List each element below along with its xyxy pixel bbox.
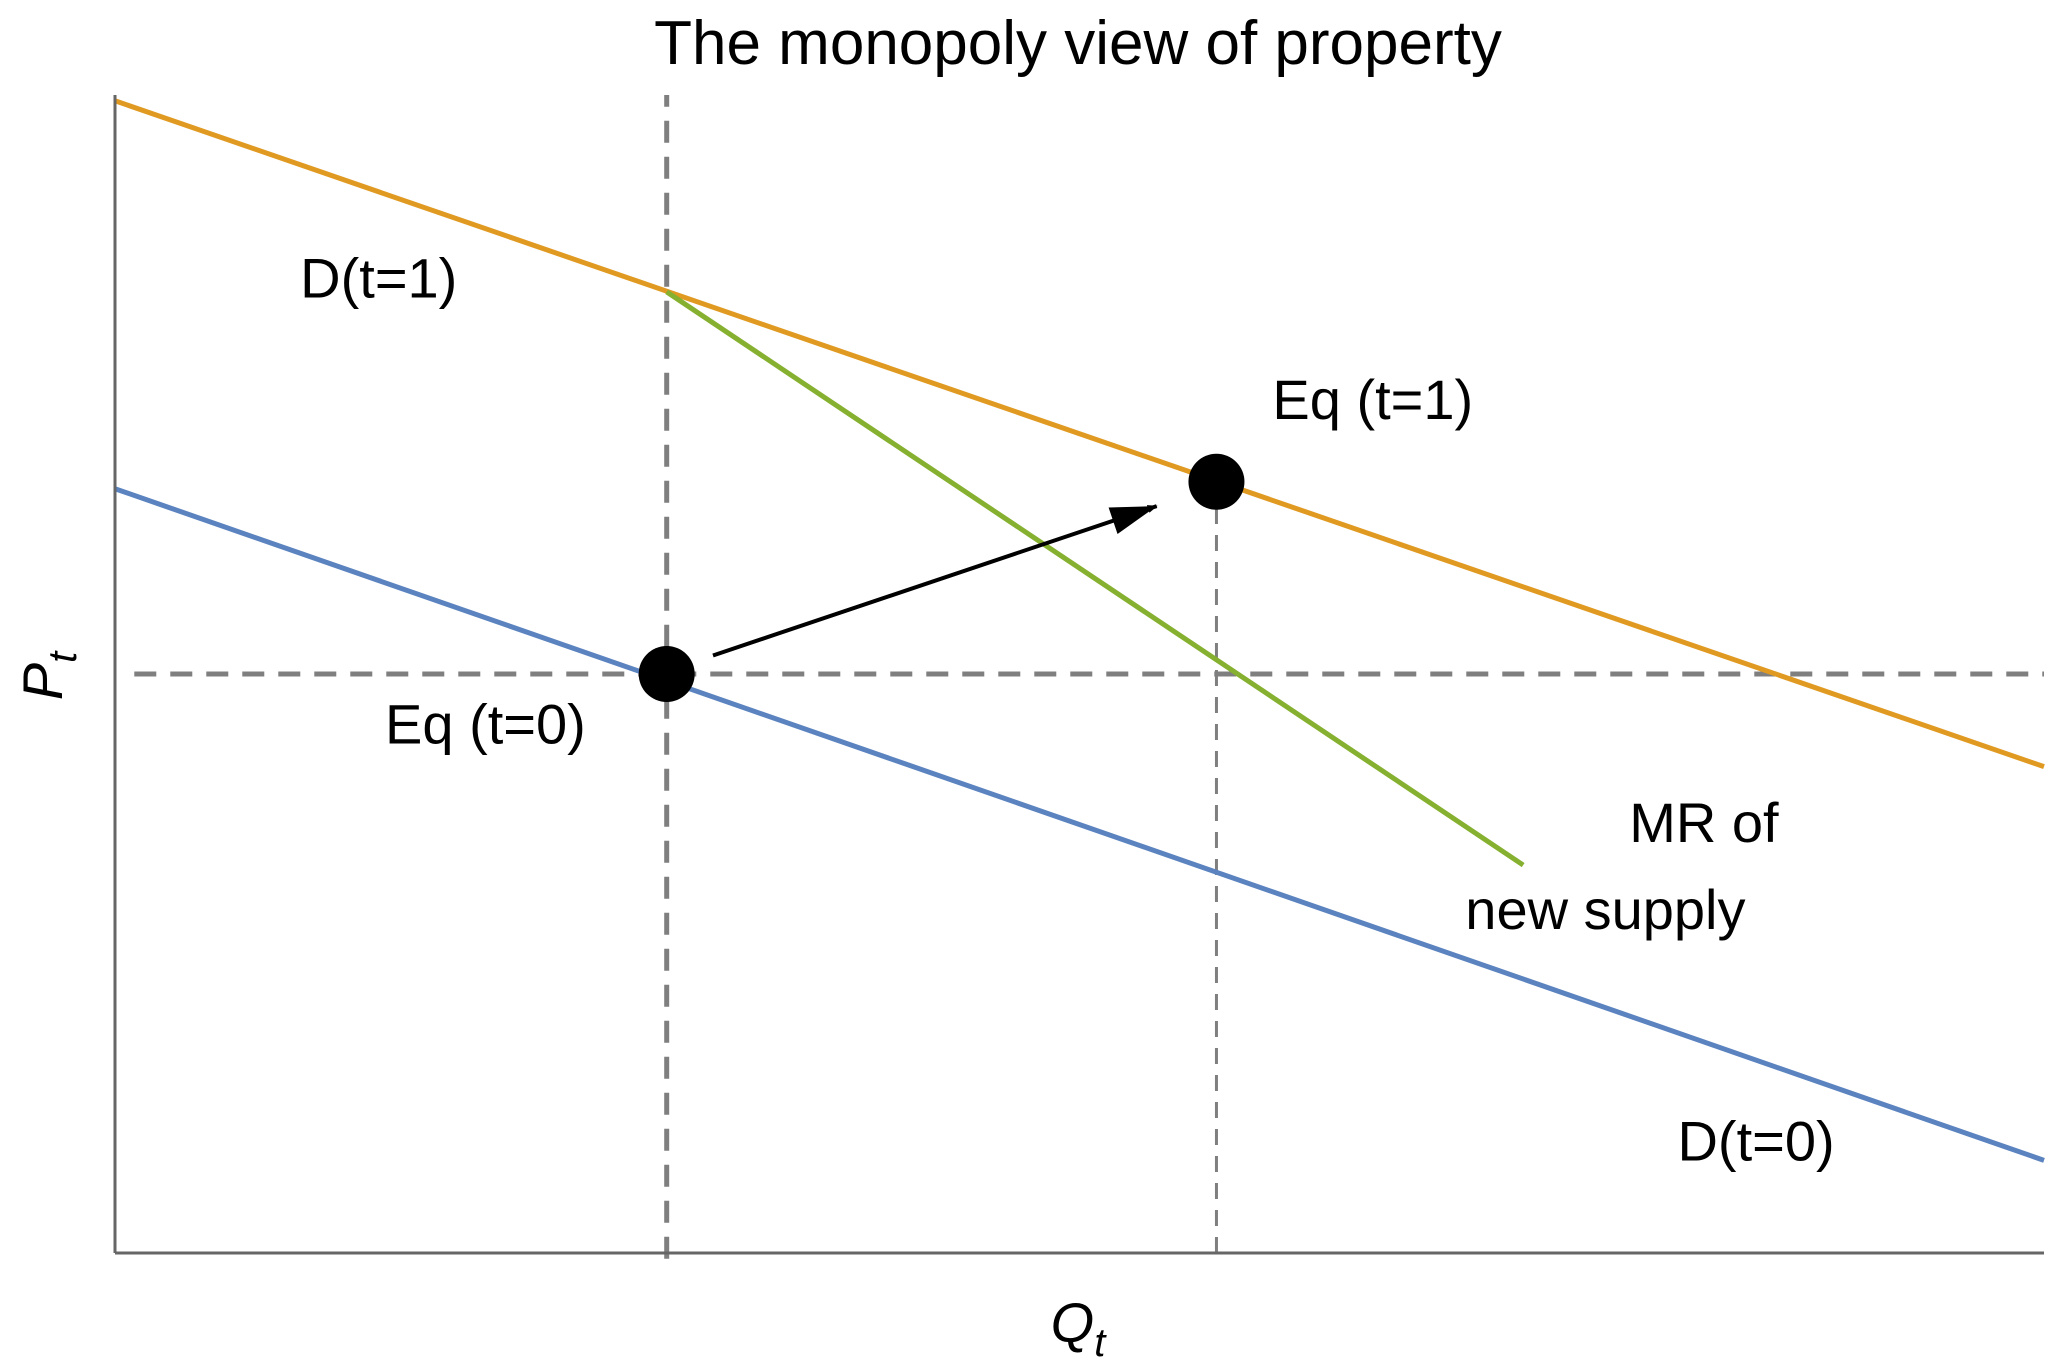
annotation-2: Eq (t=1) [1272, 368, 1473, 431]
annotation-4: MR of [1629, 791, 1779, 854]
y-axis-label: Pt [11, 650, 85, 700]
point-eq-t-0 [638, 646, 695, 702]
annotation-6: D(t=0) [1677, 1109, 1834, 1172]
annotations-layer: D(t=1) Eq (t=1) Eq (t=0) MR of new supply D(t… [300, 247, 1834, 1173]
shift-arrow [712, 504, 1158, 658]
series-line-d-t-0 [114, 486, 2045, 1163]
series-layer [114, 98, 2045, 1163]
x-axis-label: Qt [1051, 1291, 1108, 1365]
annotation-1: D(t=1) [300, 247, 457, 310]
points-layer [638, 453, 1245, 702]
arrow-layer [712, 504, 1158, 658]
series-line-mr-of-new-supply [665, 289, 1525, 868]
y-axis-label-main: P [11, 663, 74, 700]
y-axis-label-subscript: t [41, 650, 85, 663]
x-axis-label-subscript: t [1094, 1321, 1107, 1365]
shift-arrow-head [1108, 506, 1157, 535]
point-eq-t-1 [1188, 453, 1245, 510]
axes [113, 95, 2044, 1255]
chart-title: The monopoly view of property [654, 9, 1502, 78]
series-line-d-t-1 [114, 98, 2045, 770]
annotation-5: new supply [1465, 878, 1745, 941]
x-axis-label-main: Q [1051, 1291, 1095, 1354]
annotation-3: Eq (t=0) [385, 692, 586, 755]
